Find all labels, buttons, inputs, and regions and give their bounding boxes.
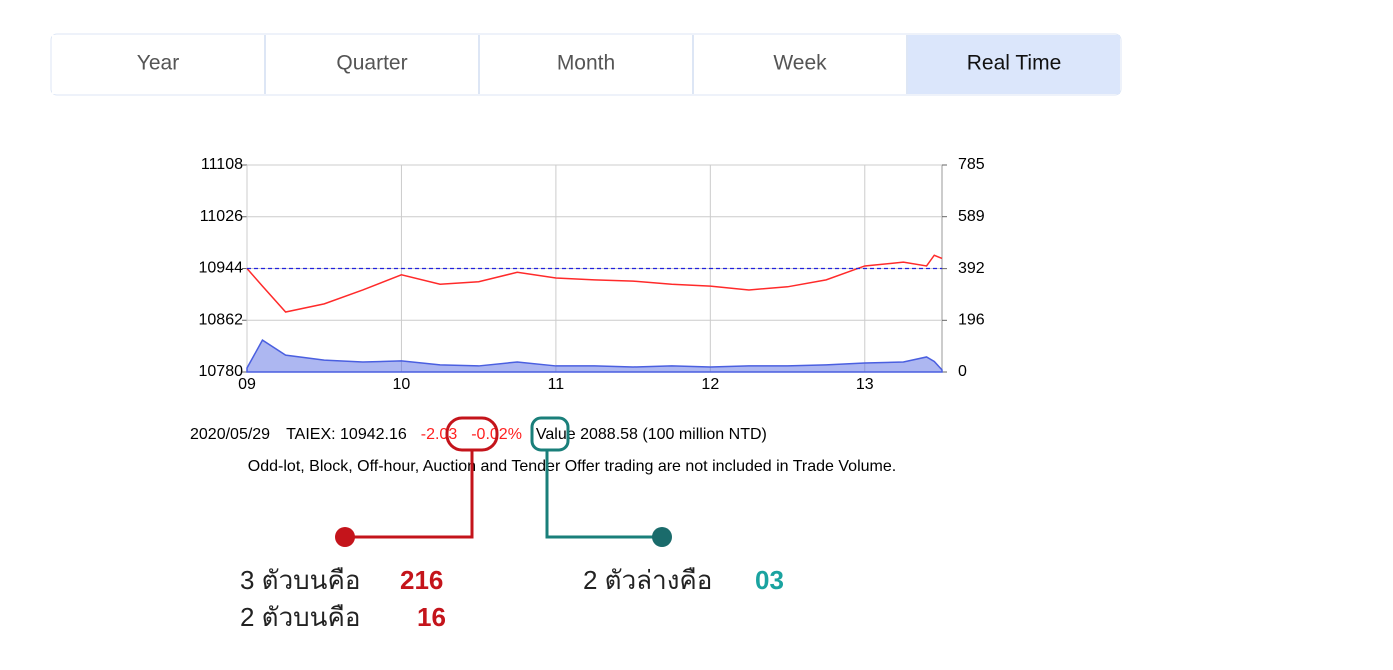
dot-upper bbox=[335, 527, 355, 547]
annotation-label: 2 ตัวล่างคือ bbox=[583, 565, 712, 595]
annotation-value: 16 bbox=[417, 602, 446, 632]
y2-tick-label: 392 bbox=[958, 260, 985, 277]
tab-label[interactable]: Real Time bbox=[967, 52, 1062, 75]
tab-label[interactable]: Year bbox=[137, 52, 179, 75]
x-tick-label: 11 bbox=[548, 376, 565, 393]
tab[interactable] bbox=[52, 35, 264, 94]
x-tick-label: 12 bbox=[701, 376, 719, 393]
tab-label[interactable]: Month bbox=[557, 52, 615, 75]
annotation-value: 03 bbox=[755, 565, 784, 595]
index-line bbox=[246, 254, 943, 313]
tab-label[interactable]: Quarter bbox=[336, 52, 407, 75]
volume-area bbox=[246, 339, 943, 373]
x-tick-label: 10 bbox=[393, 376, 411, 393]
x-tick-label: 09 bbox=[238, 376, 256, 393]
y-tick-label: 11026 bbox=[200, 208, 243, 225]
chart: 10780 10862 10944 11026 11108 0 196 392 589 785 09… bbox=[199, 156, 985, 393]
connector-upper bbox=[345, 450, 474, 539]
connector-lower bbox=[545, 450, 662, 539]
info-line: 2020/05/29 TAIEX: 10942.16 -2.03 -0.02% Valu… bbox=[190, 426, 767, 443]
annotation-label: 2 ตัวบนคือ bbox=[240, 602, 360, 632]
value: Value 2088.58 (100 million NTD) bbox=[536, 426, 767, 443]
y-tick-label: 10944 bbox=[199, 260, 244, 277]
annotation-value: 216 bbox=[400, 565, 443, 595]
y-tick-label: 10780 bbox=[199, 363, 244, 380]
y2-tick-label: 589 bbox=[958, 208, 985, 225]
tab[interactable] bbox=[694, 35, 906, 94]
y2-tick-label: 785 bbox=[958, 156, 985, 173]
tab[interactable] bbox=[908, 35, 1120, 94]
highlight-lower bbox=[530, 416, 570, 452]
dot-lower bbox=[652, 527, 672, 547]
change: -2.03 bbox=[421, 426, 458, 443]
y-tick-label: 10862 bbox=[199, 311, 244, 328]
tab-group: Year Quarter Month Week Real Time bbox=[52, 35, 1120, 94]
y2-tick-label: 196 bbox=[958, 312, 985, 329]
tab[interactable] bbox=[480, 35, 692, 94]
y2-tick-label: 0 bbox=[958, 363, 967, 380]
x-tick-label: 13 bbox=[856, 376, 874, 393]
tab[interactable] bbox=[266, 35, 478, 94]
index: TAIEX: 10942.16 bbox=[286, 426, 407, 443]
y-tick-label: 11108 bbox=[201, 156, 243, 173]
note: Odd-lot, Block, Off-hour, Auction and Te… bbox=[248, 458, 896, 475]
annotation-label: 3 ตัวบนคือ bbox=[240, 565, 360, 595]
tab-label[interactable]: Week bbox=[773, 52, 827, 75]
date: 2020/05/29 bbox=[190, 426, 270, 443]
